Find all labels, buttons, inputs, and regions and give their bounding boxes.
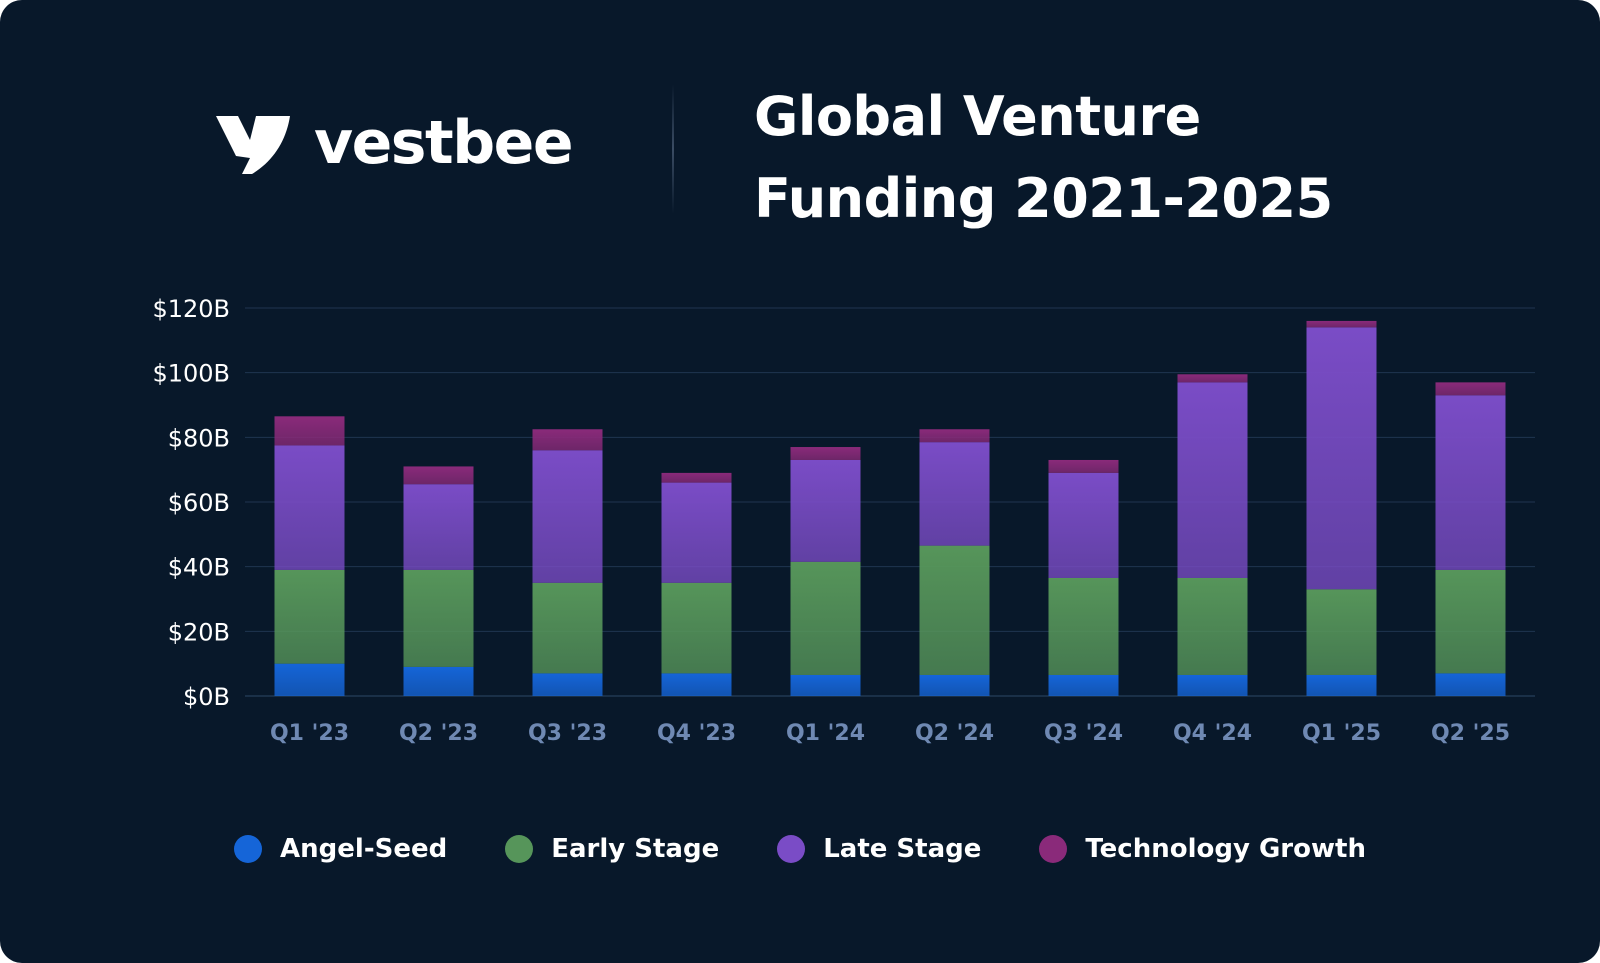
bar-segment [1048,674,1119,696]
y-tick-label: $80B [168,424,230,452]
bar-segment [274,569,345,664]
bar-segment [403,484,474,570]
bar-segment [661,472,732,483]
bar-segment [274,663,345,696]
bar-segment [403,666,474,696]
bar-segment [274,416,345,446]
bar-segment [274,445,345,570]
legend-dot-late-stage [777,835,806,863]
brand-name: vestbee [314,108,574,178]
x-tick-label: Q2 '25 [1431,721,1510,746]
legend-item-technology-growth: Technology Growth [1039,834,1366,864]
legend-dot-technology-growth [1039,835,1068,863]
bar-segment [1177,382,1248,578]
bar-segment [1435,395,1506,570]
y-tick-label: $100B [152,360,230,388]
bar-segment [661,582,732,674]
title-line-1: Global Venture [754,85,1201,148]
chart-legend: Angel-Seed Early Stage Late Stage Techno… [0,834,1600,864]
bar-segment [1306,327,1377,590]
bar-segment [532,429,603,451]
bar-segment [1306,320,1377,328]
x-tick-label: Q2 '23 [399,721,478,746]
bar-segment [403,466,474,485]
y-tick-label: $60B [168,489,230,517]
bar-segment [1048,577,1119,675]
bar-segment [1177,674,1248,696]
legend-label-early-stage: Early Stage [551,834,720,864]
bar-segment [919,674,990,696]
bar-segment [919,442,990,546]
y-tick-label: $0B [183,683,230,711]
header-divider [672,84,674,214]
bar-segment [532,673,603,696]
bar-segment [790,447,861,460]
x-tick-label: Q1 '23 [270,721,349,746]
bar-segment [1435,673,1506,696]
legend-item-early-stage: Early Stage [505,834,719,864]
legend-label-technology-growth: Technology Growth [1085,834,1366,864]
page-title: Global Venture Funding 2021-2025 [754,76,1374,240]
legend-item-late-stage: Late Stage [777,834,981,864]
x-tick-label: Q1 '25 [1302,721,1381,746]
bar-segment [919,429,990,443]
bar-segment [661,673,732,696]
bar-segment [1435,569,1506,674]
x-tick-label: Q1 '24 [786,721,865,746]
y-tick-label: $20B [168,618,230,646]
legend-item-angel-seed: Angel-Seed [234,834,447,864]
legend-dot-angel-seed [234,835,263,863]
y-tick-label: $40B [168,554,230,582]
y-tick-label: $120B [152,295,230,323]
vestbee-v-icon [216,116,290,174]
x-tick-label: Q3 '23 [528,721,607,746]
bar-segment [1048,459,1119,473]
bar-segment [1435,382,1506,396]
bar-segment [790,674,861,696]
bar-segment [1048,472,1119,578]
bar-segment [919,545,990,675]
bar-segment [532,582,603,674]
title-line-2: Funding 2021-2025 [754,167,1333,230]
x-tick-label: Q4 '24 [1173,721,1252,746]
bar-segment [1177,374,1248,383]
bar-segment [1306,589,1377,675]
bar-segment [661,482,732,583]
legend-label-angel-seed: Angel-Seed [280,834,448,864]
stacked-bar-chart: $0B $20B $40B $60B $80B $100B $120B Q1 '23 Q2 '2… [152,295,1535,746]
x-tick-label: Q3 '24 [1044,721,1123,746]
bar-segment [790,561,861,675]
vestbee-logo: vestbee [216,108,574,178]
bar-segment [790,459,861,562]
legend-dot-early-stage [505,835,534,863]
bar-segment [532,450,603,583]
bar-segment [1177,577,1248,675]
legend-label-late-stage: Late Stage [823,834,982,864]
bar-segment [1306,674,1377,696]
x-tick-label: Q2 '24 [915,721,994,746]
bar-segment [403,569,474,667]
x-tick-label: Q4 '23 [657,721,736,746]
